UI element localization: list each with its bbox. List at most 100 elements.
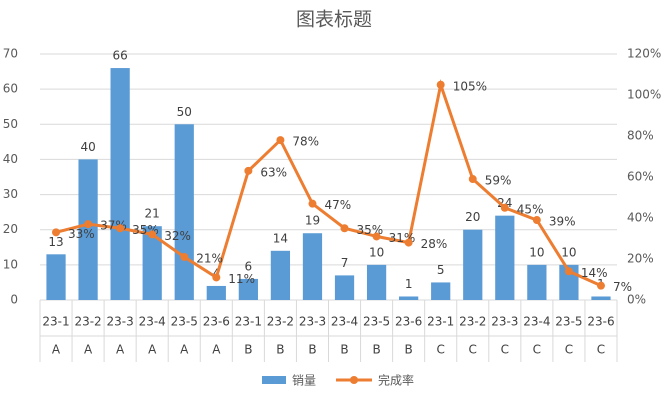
y2-tick-label: 120% [627, 47, 661, 61]
chart-title: 图表标题 [296, 9, 372, 31]
group-label: B [372, 343, 380, 357]
group-label: C [501, 343, 509, 357]
line-point [244, 166, 253, 175]
line-point [212, 273, 221, 282]
line-point [340, 224, 349, 233]
x-tick-label: 23-2 [267, 315, 294, 329]
line-point [52, 228, 61, 237]
y-tick-label: 0 [10, 293, 18, 307]
x-tick-label: 23-2 [459, 315, 486, 329]
x-tick-label: 23-3 [299, 315, 326, 329]
bar [46, 254, 66, 300]
line-point [308, 199, 317, 208]
bar [399, 296, 419, 300]
x-tick-label: 23-5 [363, 315, 390, 329]
x-tick-label: 23-1 [427, 315, 454, 329]
bar-value-label: 50 [177, 105, 192, 119]
group-label: B [244, 343, 252, 357]
group-label: A [84, 343, 93, 357]
group-label: A [212, 343, 221, 357]
group-label: B [340, 343, 348, 357]
x-tick-label: 23-3 [491, 315, 518, 329]
group-label: B [405, 343, 413, 357]
line-point [596, 281, 605, 290]
y2-tick-label: 60% [627, 170, 654, 184]
line-value-label: 39% [549, 215, 576, 229]
bar-value-label: 20 [465, 210, 480, 224]
bar-value-label: 7 [341, 256, 349, 270]
line-value-label: 33% [68, 227, 95, 241]
legend-label: 销量 [292, 374, 316, 388]
line-value-label: 32% [164, 229, 191, 243]
bar-value-label: 66 [112, 49, 127, 63]
y2-tick-label: 0% [627, 293, 646, 307]
group-label: C [469, 343, 477, 357]
y-tick-label: 20 [3, 222, 18, 236]
line-point [276, 136, 285, 145]
y2-tick-label: 40% [627, 211, 654, 225]
line-point [84, 220, 93, 229]
x-tick-label: 23-5 [555, 315, 582, 329]
line-point [180, 252, 189, 261]
group-label: B [276, 343, 284, 357]
bar [463, 229, 483, 300]
line-value-label: 11% [228, 272, 255, 286]
bar [366, 264, 387, 300]
line-value-label: 7% [613, 280, 632, 294]
bar [431, 282, 451, 300]
y-tick-label: 50 [3, 117, 18, 131]
line-value-label: 105% [453, 79, 487, 93]
bar [591, 296, 611, 300]
x-tick-label: 23-2 [74, 315, 101, 329]
line-value-label: 28% [421, 237, 448, 251]
bar [495, 215, 515, 300]
y-tick-label: 10 [3, 257, 18, 271]
group-label: B [308, 343, 316, 357]
y2-tick-label: 20% [627, 252, 654, 266]
bar-value-label: 6 [245, 259, 253, 273]
group-label: C [565, 343, 573, 357]
line-value-label: 59% [485, 174, 512, 188]
group-label: A [180, 343, 189, 357]
x-tick-label: 23-4 [523, 315, 550, 329]
bar [206, 285, 226, 300]
bar-value-label: 14 [273, 231, 288, 245]
line-value-label: 45% [517, 202, 544, 216]
bar-value-label: 19 [305, 214, 320, 228]
line-value-label: 14% [581, 266, 608, 280]
bar [238, 278, 258, 300]
x-tick-label: 23-6 [395, 315, 422, 329]
y2-tick-label: 80% [627, 129, 654, 143]
line-point [372, 232, 381, 241]
x-tick-label: 23-1 [42, 315, 69, 329]
bar [110, 68, 130, 300]
group-label: A [116, 343, 125, 357]
y-tick-label: 70 [3, 47, 18, 61]
bar [174, 124, 194, 301]
y-tick-label: 30 [3, 187, 18, 201]
legend-swatch [262, 376, 286, 384]
line-point [404, 238, 413, 247]
bar [142, 226, 162, 300]
x-tick-label: 23-1 [235, 315, 262, 329]
bar-value-label: 13 [48, 235, 63, 249]
bar [334, 275, 355, 300]
x-tick-label: 23-6 [587, 315, 614, 329]
line-point [436, 80, 445, 89]
line-point [564, 267, 573, 276]
bar-value-label: 10 [529, 245, 544, 259]
bar-value-label: 10 [369, 245, 384, 259]
line-point [500, 203, 509, 212]
group-label: A [52, 343, 61, 357]
line-point [148, 230, 157, 239]
bar [527, 264, 547, 300]
line-value-label: 47% [324, 198, 351, 212]
group-label: C [436, 343, 444, 357]
group-label: A [148, 343, 157, 357]
bar [302, 233, 323, 300]
bar [78, 159, 98, 300]
x-tick-label: 23-5 [171, 315, 198, 329]
y-tick-label: 40 [3, 152, 18, 166]
x-tick-label: 23-4 [331, 315, 358, 329]
